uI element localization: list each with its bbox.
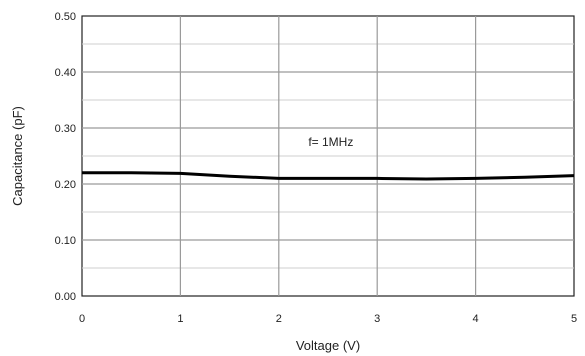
- y-tick-label: 0.00: [55, 291, 76, 303]
- y-tick-label: 0.50: [55, 11, 76, 23]
- y-tick-label: 0.30: [55, 123, 76, 135]
- y-tick-label: 0.40: [55, 67, 76, 79]
- series-line: [82, 171, 575, 181]
- x-tick-label: 3: [374, 313, 380, 325]
- y-axis-title: Capacitance (pF): [10, 106, 25, 206]
- x-tick-label: 4: [473, 313, 479, 325]
- y-tick-label: 0.10: [55, 235, 76, 247]
- x-axis-title: Voltage (V): [296, 338, 360, 353]
- y-tick-label: 0.20: [55, 179, 76, 191]
- x-tick-label: 1: [177, 313, 183, 325]
- x-tick-label: 0: [79, 313, 85, 325]
- y-tick-labels: 0.00 0.10 0.20 0.30 0.40 0.50: [55, 11, 76, 303]
- x-tick-label: 2: [276, 313, 282, 325]
- x-tick-label: 5: [571, 313, 577, 325]
- grid: [82, 16, 574, 296]
- x-tick-labels: 0 1 2 3 4 5: [79, 313, 577, 325]
- frequency-annotation: f= 1MHz: [308, 135, 353, 149]
